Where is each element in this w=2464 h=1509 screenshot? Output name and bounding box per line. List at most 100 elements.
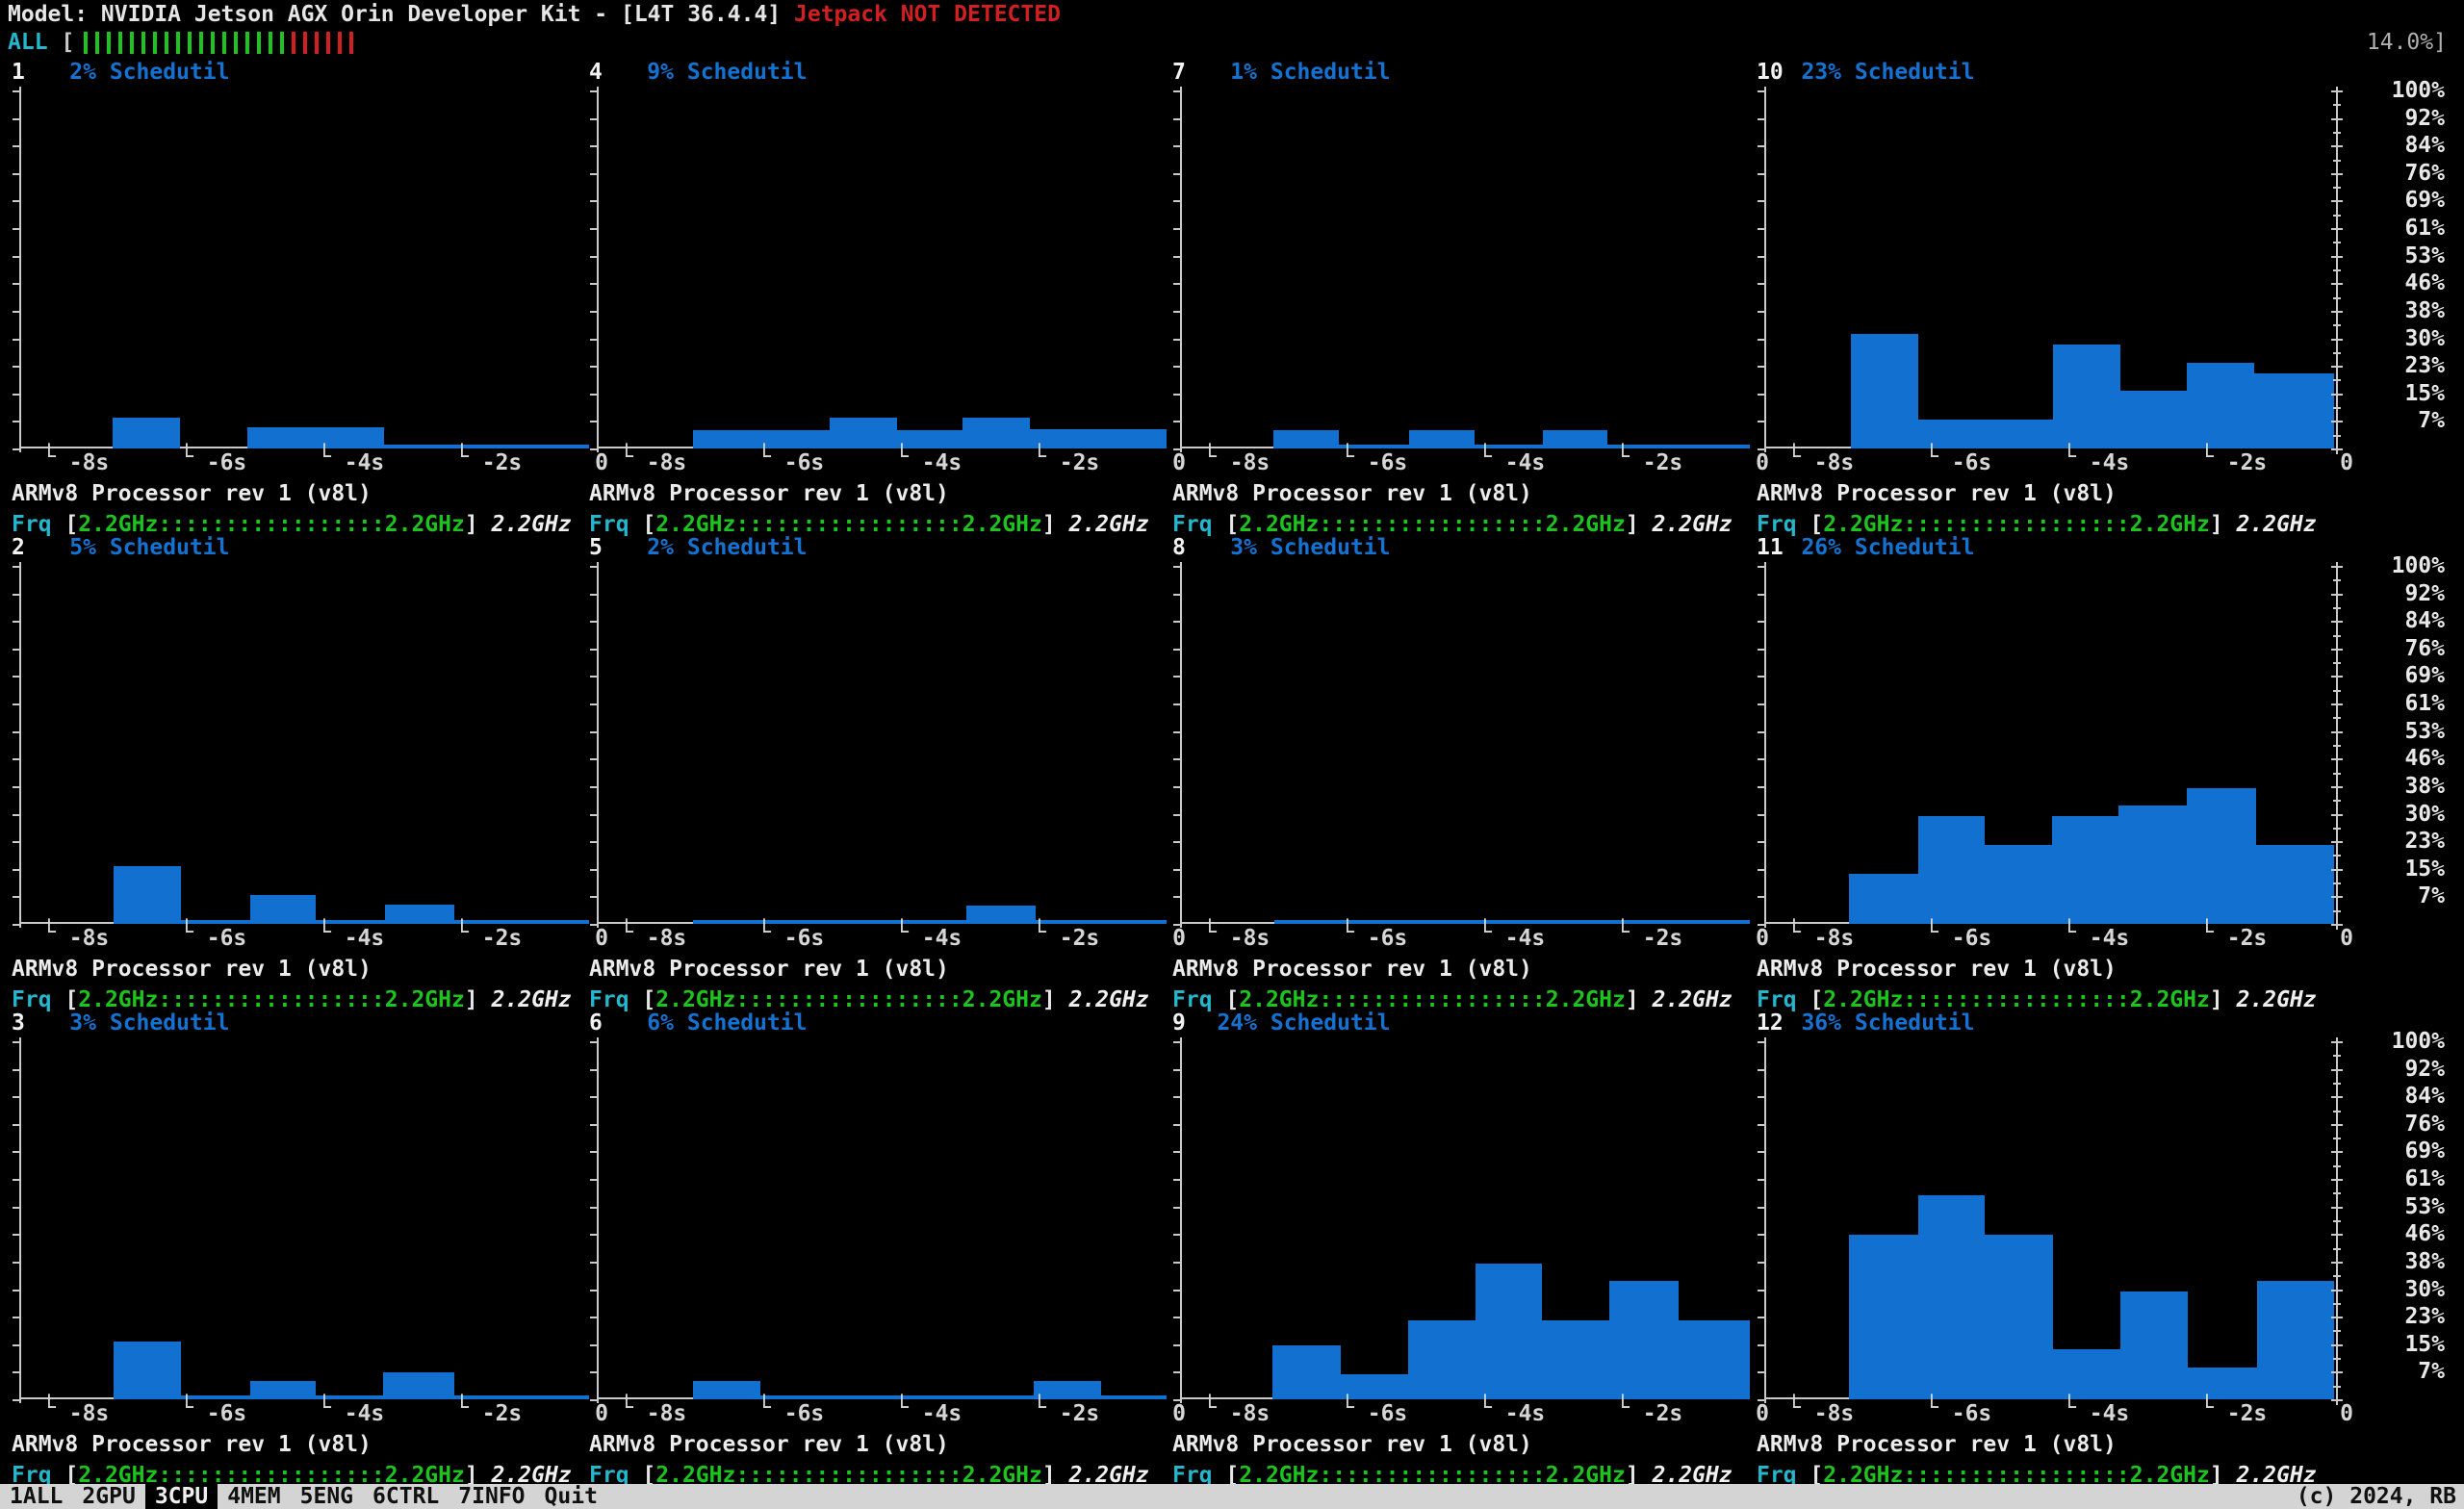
axis-tick <box>2331 1124 2343 1126</box>
bar <box>315 1395 383 1399</box>
axis-tick <box>13 1179 20 1181</box>
cpu-panel-10: 10 23% Schedutil └ -8s └ -6s └ -4s └ -2s 0 ARMv… <box>1745 60 2353 537</box>
chart-nodata-segment <box>1766 566 1850 924</box>
menu-key: 5 <box>299 1484 314 1509</box>
axis-tick <box>1173 814 1181 816</box>
tick-text: -8s <box>68 450 110 475</box>
chart-bar-segment <box>2052 90 2121 448</box>
axis-tick <box>2333 242 2341 243</box>
frq-current-value: 2.2GHz <box>2236 987 2317 1012</box>
percent-scale-label: 23% <box>2404 1304 2445 1329</box>
axis-tick <box>590 256 598 258</box>
cpu-history-chart-10 <box>1766 90 2334 448</box>
axis-tick <box>1758 421 1765 422</box>
menu-tab-5eng[interactable]: 5 ENG <box>291 1484 363 1509</box>
bar <box>1475 1264 1542 1399</box>
usage-tick-green <box>153 32 158 54</box>
tick-elbow-glyph: └ <box>318 445 331 470</box>
axis-tick <box>590 118 598 120</box>
tick-text: -4s <box>921 926 962 951</box>
cpu-header-3: 3 3% Schedutil <box>12 1010 229 1037</box>
cpu-number: 1 <box>12 60 25 85</box>
chart-bar-segment <box>2051 566 2118 924</box>
menu-tab-4mem[interactable]: 4 MEM <box>218 1484 290 1509</box>
cpu-number: 2 <box>12 535 25 560</box>
axis-tick <box>13 173 20 175</box>
chart-bar-segment <box>1849 566 1919 924</box>
axis-tick <box>13 1069 20 1071</box>
tick-text: -8s <box>646 450 687 475</box>
bar <box>1985 1235 2054 1399</box>
axis-tick <box>1758 676 1765 678</box>
menu-key: 4 <box>227 1484 242 1509</box>
cpu-panel-7: 7 1% Schedutil └ -8s └ -6s └ -4s └ -2s 0 ARMv8 … <box>1161 60 1769 537</box>
axis-tick <box>590 1371 598 1373</box>
frq-current-value: 2.2GHz <box>1652 1463 1732 1488</box>
axis-tick <box>1173 1096 1181 1098</box>
frq-bracket-close: ] <box>2209 1463 2223 1488</box>
tick-elbow-glyph: └ <box>620 445 633 470</box>
frq-bar: 2.2GHz:::::::::::::::::2.2GHz <box>1823 512 2210 537</box>
percent-scale-label: 84% <box>2404 133 2445 158</box>
tick-text: -6s <box>783 450 825 475</box>
axis-tick <box>1173 448 1181 450</box>
menu-label: CTRL <box>385 1484 440 1509</box>
axis-tick <box>2331 173 2343 175</box>
x-tick-label: └ -6s <box>180 445 246 475</box>
percent-scale-label: 15% <box>2404 857 2445 882</box>
usage-tick-green <box>269 32 273 54</box>
bar <box>1101 1395 1167 1399</box>
axis-tick <box>2333 607 2341 609</box>
bar <box>2187 1368 2257 1399</box>
x-zero-label: 0 <box>1172 926 1186 951</box>
x-axis-labels: └ -8s └ -6s └ -4s └ -2s 0 <box>21 1395 608 1430</box>
cpu-frequency-line: Frq [2.2GHz:::::::::::::::::2.2GHz] 2.2G… <box>1172 987 1732 1012</box>
axis-tick <box>13 676 20 678</box>
menu-label: CPU <box>167 1484 209 1509</box>
axis-tick <box>1173 841 1181 843</box>
axis-tick <box>590 1069 598 1071</box>
x-axis-labels: └ -8s └ -6s └ -4s └ -2s 0 <box>1182 920 1769 955</box>
x-tick-label: └ -8s <box>620 920 686 951</box>
axis-tick <box>1758 1234 1765 1236</box>
axis-tick <box>2331 786 2343 788</box>
axis-tick <box>13 1317 20 1318</box>
tick-text: -2s <box>481 450 523 475</box>
axis-tick <box>2331 118 2343 120</box>
menu-tab-2gpu[interactable]: 2 GPU <box>72 1484 144 1509</box>
chart-bar-segment <box>1030 90 1167 448</box>
chart-bar-segment <box>1033 1041 1102 1399</box>
chart-nodata-segment <box>1182 1041 1272 1399</box>
tick-elbow-glyph: └ <box>1203 445 1217 470</box>
menu-tab-3cpu[interactable]: 3 CPU <box>144 1484 218 1509</box>
tick-elbow-glyph: └ <box>1925 445 1938 470</box>
frq-label: Frq <box>1172 987 1213 1012</box>
menu-tab-7info[interactable]: 7 INFO <box>449 1484 534 1509</box>
tick-elbow-glyph: └ <box>1341 1395 1354 1420</box>
cpu-frequency-line: Frq [2.2GHz:::::::::::::::::2.2GHz] 2.2G… <box>1172 1463 1732 1488</box>
axis-tick <box>590 924 598 926</box>
cpu-header-2: 2 5% Schedutil <box>12 535 229 562</box>
frq-bracket-close: ] <box>1041 1463 1056 1488</box>
x-tick-label: └ -8s <box>1203 920 1270 951</box>
menu-tab-1all[interactable]: 1 ALL <box>0 1484 72 1509</box>
tick-elbow-glyph: └ <box>757 1395 771 1420</box>
bar <box>180 920 250 924</box>
tick-elbow-glyph: └ <box>1341 445 1354 470</box>
tick-text: -4s <box>2089 450 2130 475</box>
chart-bar-segment <box>1408 90 1475 448</box>
tick-elbow-glyph: └ <box>895 445 909 470</box>
tick-elbow-glyph: └ <box>1478 445 1492 470</box>
axis-tick <box>1173 421 1181 422</box>
axis-tick <box>13 1344 20 1346</box>
frq-label: Frq <box>589 987 629 1012</box>
menu-tab-6ctrl[interactable]: 6 CTRL <box>363 1484 449 1509</box>
all-usage-value: 14.0%] <box>2366 30 2447 55</box>
axis-tick <box>1758 841 1765 843</box>
axis-tick <box>2333 1248 2341 1250</box>
bar <box>1609 1281 1680 1399</box>
axis-tick <box>1758 1290 1765 1292</box>
axis-tick <box>2333 324 2341 326</box>
x-axis-labels: └ -8s └ -6s └ -4s └ -2s 0 <box>1766 920 2353 955</box>
